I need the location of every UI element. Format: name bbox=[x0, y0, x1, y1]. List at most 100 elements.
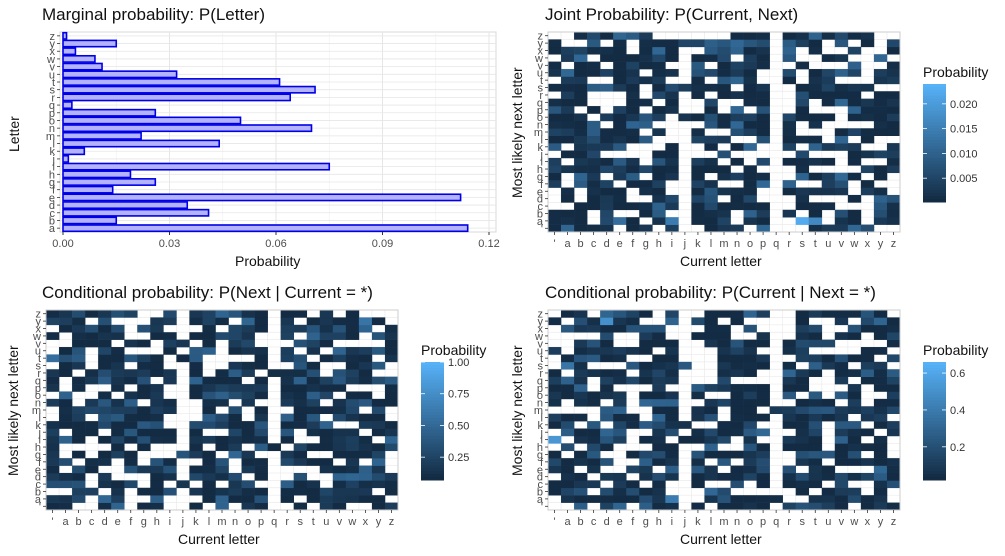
cond_current-cell-b-j bbox=[574, 428, 588, 437]
cond_next-cell-c-r bbox=[85, 369, 99, 377]
cond_current-cell-x-l bbox=[860, 413, 875, 422]
joint-cell-i-w bbox=[665, 54, 679, 62]
cond_current-cell-a-a bbox=[561, 495, 575, 503]
cond_next-cell-w-e bbox=[345, 465, 360, 474]
cond_next-legend-step bbox=[421, 379, 444, 384]
cond_next-cell-o-j bbox=[241, 428, 255, 437]
cond_current-cell-d-w bbox=[600, 332, 614, 340]
cond_current-cell-v-w bbox=[834, 332, 849, 340]
cond_next-legend-step bbox=[421, 406, 444, 410]
cond_next-legend-step bbox=[421, 400, 444, 404]
cond_current-cell-f-s bbox=[626, 361, 640, 370]
cond_next-cell-w-x bbox=[345, 324, 360, 333]
cond_next-cell-c-e bbox=[85, 465, 99, 474]
joint-cell-c-e bbox=[587, 187, 601, 196]
cond_next-x-tick-label: p bbox=[258, 516, 264, 528]
cond_next-cell-b-d bbox=[72, 472, 86, 481]
cond_current-cell-u-d bbox=[821, 472, 836, 481]
joint-cell-l-n bbox=[704, 120, 718, 129]
cond_current-cell-y-n bbox=[873, 398, 888, 407]
joint-legend-step bbox=[923, 184, 946, 188]
cond_current-y-tick-label: r bbox=[539, 368, 543, 380]
joint-cell-i-c bbox=[665, 202, 679, 211]
joint-cell-l-a bbox=[704, 217, 718, 225]
cond_next-cell-f-k bbox=[124, 421, 138, 429]
cond_next-cell-n-o bbox=[228, 391, 242, 400]
joint-cell-c-x bbox=[587, 46, 601, 55]
cond_current-cell-k-y bbox=[691, 317, 705, 326]
joint-cell-t-t bbox=[808, 76, 823, 85]
cond_next-cell-b-a bbox=[72, 495, 86, 503]
cond_current-cell-k-w bbox=[691, 332, 705, 340]
cond_next-cell-a-l bbox=[59, 413, 73, 422]
joint-cell-t-r bbox=[808, 91, 823, 99]
cond_current-cell-c-y bbox=[587, 317, 601, 326]
cond_next-cell-n-l bbox=[228, 413, 242, 422]
cond_next-cell-i-r bbox=[163, 369, 177, 377]
cond_next-x-tick-label: z bbox=[389, 516, 395, 528]
joint-cell-x-e bbox=[860, 187, 875, 196]
cond_next-cell-s-r bbox=[293, 369, 308, 377]
joint-cell-b-o bbox=[574, 113, 588, 122]
joint-cell-s-s bbox=[795, 83, 810, 92]
cond_current-cell-o-r bbox=[743, 369, 757, 377]
cond_next-cell-s-p bbox=[293, 384, 308, 392]
cond_next-cell-o-' bbox=[241, 502, 255, 511]
joint-x-tick-label: b bbox=[578, 238, 584, 250]
joint-x-tick-label: r bbox=[787, 238, 791, 250]
cond_next-legend-step bbox=[421, 418, 444, 422]
cond_current-cell-s-r bbox=[795, 369, 810, 377]
joint-cell-o-f bbox=[743, 180, 757, 188]
cond_next-cell-'-k bbox=[46, 421, 60, 429]
marginal-bar-g bbox=[62, 178, 157, 186]
cond_next-cell-b-g bbox=[72, 450, 86, 459]
cond_next-cell-x-y bbox=[358, 317, 373, 326]
cond_next-legend-step bbox=[421, 441, 444, 446]
cond_current-y-tick-label: d bbox=[537, 472, 543, 484]
cond_current-cell-m-q bbox=[717, 376, 731, 385]
cond_current-cell-t-i bbox=[808, 435, 823, 444]
cond_next-x-tick-label: a bbox=[62, 516, 69, 528]
cond_current-cell-v-r bbox=[834, 369, 849, 377]
joint-x-tick-label: t bbox=[814, 238, 817, 250]
cond_next-cell-f-n bbox=[124, 398, 138, 407]
cond_current-cell-l-n bbox=[704, 398, 718, 407]
joint-cell-'-y bbox=[548, 39, 562, 48]
cond_next-cell-f-c bbox=[124, 480, 138, 489]
cond_next-cell-r-r bbox=[280, 369, 295, 377]
joint-cell-i-r bbox=[665, 91, 679, 99]
cond_current-cell-s-z bbox=[795, 310, 810, 318]
cond_next-cell-v-' bbox=[332, 502, 347, 511]
cond_current-cell-n-e bbox=[730, 465, 744, 474]
cond_next-legend-label: 0.50 bbox=[448, 420, 469, 432]
cond_current-cell-x-r bbox=[860, 369, 875, 377]
joint-cell-h-y bbox=[652, 39, 666, 48]
joint-cell-c-z bbox=[587, 32, 601, 40]
joint-cell-m-s bbox=[717, 83, 731, 92]
joint-y-tick-label: p bbox=[537, 105, 543, 117]
joint-cell-t-b bbox=[808, 209, 823, 218]
joint-cell-v-q bbox=[834, 98, 849, 107]
cond_current-cell-n-n bbox=[730, 398, 744, 407]
cond_current-y-tick-label: q bbox=[537, 375, 543, 387]
joint-cell-o-x bbox=[743, 46, 757, 55]
joint-legend-step bbox=[923, 143, 946, 147]
cond_next-cell-u-a bbox=[319, 495, 334, 503]
cond_next-cell-d-r bbox=[98, 369, 112, 377]
cond_next-cell-y-m bbox=[371, 406, 386, 415]
cond_next-cell-f-o bbox=[124, 391, 138, 400]
joint-cell-v-l bbox=[834, 135, 849, 144]
cond_current-cell-m-v bbox=[717, 339, 731, 348]
cond_current-x-tick-label: ' bbox=[553, 516, 555, 528]
cond_current-cell-r-e bbox=[782, 465, 797, 474]
cond_next-x-tick-label: r bbox=[285, 516, 289, 528]
joint-cell-d-o bbox=[600, 113, 614, 122]
cond_current-cell-v-b bbox=[834, 487, 849, 496]
cond_next-cell-e-t bbox=[111, 354, 125, 363]
joint-cell-x-y bbox=[860, 39, 875, 48]
joint-cell-k-l bbox=[691, 135, 705, 144]
cond_current-cell-b-l bbox=[574, 413, 588, 422]
cond_current-cell-s-y bbox=[795, 317, 810, 326]
cond_next-cell-b-w bbox=[72, 332, 86, 340]
cond_next-cell-p-b bbox=[254, 487, 268, 496]
